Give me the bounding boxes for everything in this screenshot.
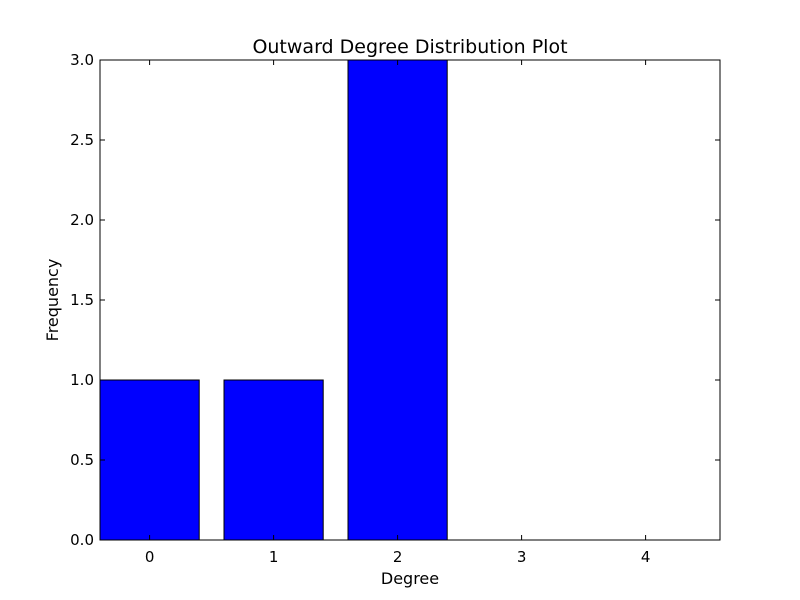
y-tick-label: 3.0 [70, 51, 94, 69]
x-axis-label: Degree [381, 569, 439, 588]
y-tick-label: 0.0 [70, 531, 94, 549]
x-tick-label: 2 [393, 548, 403, 566]
y-tick-label: 0.5 [70, 451, 94, 469]
x-tick-label: 3 [517, 548, 527, 566]
y-tick-label: 1.0 [70, 371, 94, 389]
y-tick-label: 2.0 [70, 211, 94, 229]
x-tick-label: 0 [145, 548, 155, 566]
bar-0 [100, 380, 199, 540]
y-axis-label: Frequency [43, 259, 62, 342]
bar-1 [224, 380, 323, 540]
chart-title: Outward Degree Distribution Plot [252, 36, 567, 58]
x-tick-label: 1 [269, 548, 279, 566]
bar-2 [348, 60, 447, 540]
y-tick-label: 2.5 [70, 131, 94, 149]
y-tick-label: 1.5 [70, 291, 94, 309]
x-tick-label: 4 [641, 548, 651, 566]
